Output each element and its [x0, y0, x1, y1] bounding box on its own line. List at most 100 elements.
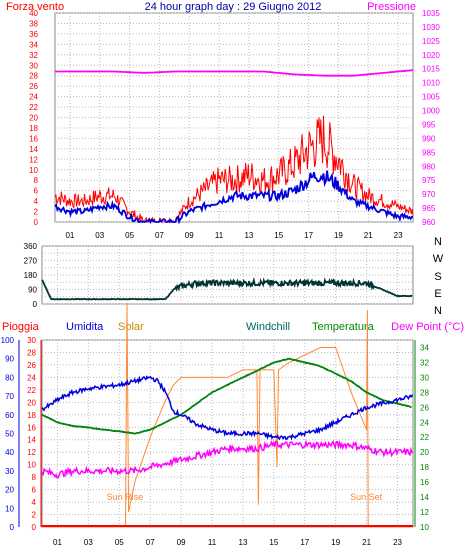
climate-x-tick-label: 09	[177, 538, 186, 547]
pressure-y-tick-label: 980	[422, 162, 436, 171]
temperature-y-tick-label: 26	[420, 403, 429, 412]
temperature-y-tick-label: 34	[420, 343, 429, 352]
wind-y-tick-label: 40	[29, 9, 38, 18]
climate-x-tick-label: 15	[269, 538, 278, 547]
wind-x-tick-label: 15	[274, 231, 283, 240]
rain-y-tick-label: 6	[32, 486, 37, 495]
pressure-y-tick-label: 975	[422, 176, 436, 185]
dew-point-label: Dew Point (°C)	[391, 321, 464, 333]
humidity-y-tick-label: 60	[5, 411, 14, 420]
wind-y-tick-label: 18	[29, 124, 38, 133]
humidity-label: Umidita	[66, 321, 104, 333]
rain-y-tick-label: 12	[27, 448, 36, 457]
wind-x-tick-label: 09	[185, 231, 194, 240]
compass-label: N	[434, 305, 442, 317]
pressure-y-tick-label: 1025	[422, 37, 440, 46]
wind-x-tick-label: 11	[215, 231, 224, 240]
humidity-y-tick-label: 90	[5, 355, 14, 364]
humidity-y-tick-label: 100	[1, 336, 15, 345]
wind-y-tick-label: 6	[34, 187, 39, 196]
direction-y-tick-label: 180	[24, 271, 38, 280]
pressure-y-tick-label: 1030	[422, 23, 440, 32]
humidity-y-tick-label: 0	[10, 523, 15, 532]
temperature-y-tick-label: 14	[420, 493, 429, 502]
humidity-y-tick-label: 70	[5, 392, 14, 401]
gust-series-line	[54, 115, 414, 223]
wind-x-tick-label: 17	[304, 231, 313, 240]
direction-series-line	[41, 276, 413, 301]
rain-y-tick-label: 10	[27, 461, 36, 470]
temperature-y-tick-label: 18	[420, 463, 429, 472]
solar-series-line	[42, 302, 413, 528]
rain-y-tick-label: 4	[32, 498, 37, 507]
pressure-y-tick-label: 1000	[422, 107, 440, 116]
wind-series-line	[54, 170, 414, 225]
climate-x-tick-label: 17	[300, 538, 309, 547]
temperature-y-tick-label: 32	[420, 358, 429, 367]
wind-x-tick-label: 23	[394, 231, 403, 240]
chart-title: 24 hour graph day : 29 Giugno 2012	[145, 1, 322, 13]
direction-y-tick-label: 360	[24, 242, 38, 251]
rain-y-tick-label: 18	[27, 411, 36, 420]
wind-x-tick-label: 19	[334, 231, 343, 240]
rain-y-tick-label: 24	[27, 373, 36, 382]
rain-y-tick-label: 0	[32, 523, 37, 532]
pressure-y-tick-label: 1010	[422, 79, 440, 88]
rain-y-tick-label: 2	[32, 511, 37, 520]
direction-y-tick-label: 0	[33, 300, 38, 309]
humidity-y-tick-label: 30	[5, 467, 14, 476]
sun-rise-annotation: Sun Rise	[107, 492, 144, 502]
wind-x-tick-label: 07	[155, 231, 164, 240]
wind-x-tick-label: 21	[364, 231, 373, 240]
temperature-y-tick-label: 16	[420, 478, 429, 487]
pressure-y-tick-label: 985	[422, 148, 436, 157]
temperature-y-tick-label: 24	[420, 418, 429, 427]
temperature-y-tick-label: 28	[420, 388, 429, 397]
wind-y-tick-label: 24	[29, 93, 38, 102]
sun-set-annotation: Sun Set	[350, 492, 383, 502]
humidity-y-tick-label: 10	[5, 504, 14, 513]
wind-y-tick-label: 14	[29, 145, 38, 154]
wind-y-tick-label: 34	[29, 40, 38, 49]
wind-y-tick-label: 10	[29, 166, 38, 175]
direction-y-tick-label: 270	[24, 257, 38, 266]
rain-y-tick-label: 20	[27, 398, 36, 407]
rain-y-tick-label: 30	[27, 336, 36, 345]
wind-y-tick-label: 38	[29, 19, 38, 28]
pressure-y-tick-label: 970	[422, 190, 436, 199]
wind-y-tick-label: 32	[29, 51, 38, 60]
rain-y-tick-label: 22	[27, 386, 36, 395]
pressure-y-tick-label: 960	[422, 218, 436, 227]
wind-x-tick-label: 01	[65, 231, 74, 240]
pressure-y-tick-label: 1015	[422, 65, 440, 74]
wind-x-tick-label: 03	[95, 231, 104, 240]
wind-y-tick-label: 28	[29, 72, 38, 81]
pressure-series-line	[55, 69, 414, 77]
humidity-series-line	[41, 375, 414, 441]
compass-label: S	[434, 271, 441, 283]
temperature-y-tick-label: 20	[420, 448, 429, 457]
wind-y-tick-label: 20	[29, 114, 38, 123]
wind-y-tick-label: 22	[29, 103, 38, 112]
wind-y-tick-label: 0	[34, 218, 39, 227]
pressure-y-tick-label: 995	[422, 120, 436, 129]
wind-x-tick-label: 13	[244, 231, 253, 240]
humidity-y-tick-label: 40	[5, 448, 14, 457]
pressure-y-tick-label: 1005	[422, 93, 440, 102]
climate-x-tick-label: 01	[53, 538, 62, 547]
wind-y-tick-label: 12	[29, 155, 38, 164]
wind-y-tick-label: 26	[29, 82, 38, 91]
wind-y-tick-label: 8	[34, 176, 39, 185]
dew-point-series-line	[41, 439, 413, 479]
temperature-series-line	[41, 358, 412, 435]
pressure-y-tick-label: 965	[422, 204, 436, 213]
temperature-y-tick-label: 10	[420, 523, 429, 532]
compass-label: E	[434, 288, 441, 300]
pressure-y-tick-label: 1035	[422, 9, 440, 18]
wind-y-tick-label: 2	[34, 208, 39, 217]
wind-y-tick-label: 4	[34, 197, 39, 206]
rain-y-tick-label: 14	[27, 436, 36, 445]
wind-x-tick-label: 05	[125, 231, 134, 240]
climate-x-tick-label: 07	[146, 538, 155, 547]
climate-x-tick-label: 03	[84, 538, 93, 547]
